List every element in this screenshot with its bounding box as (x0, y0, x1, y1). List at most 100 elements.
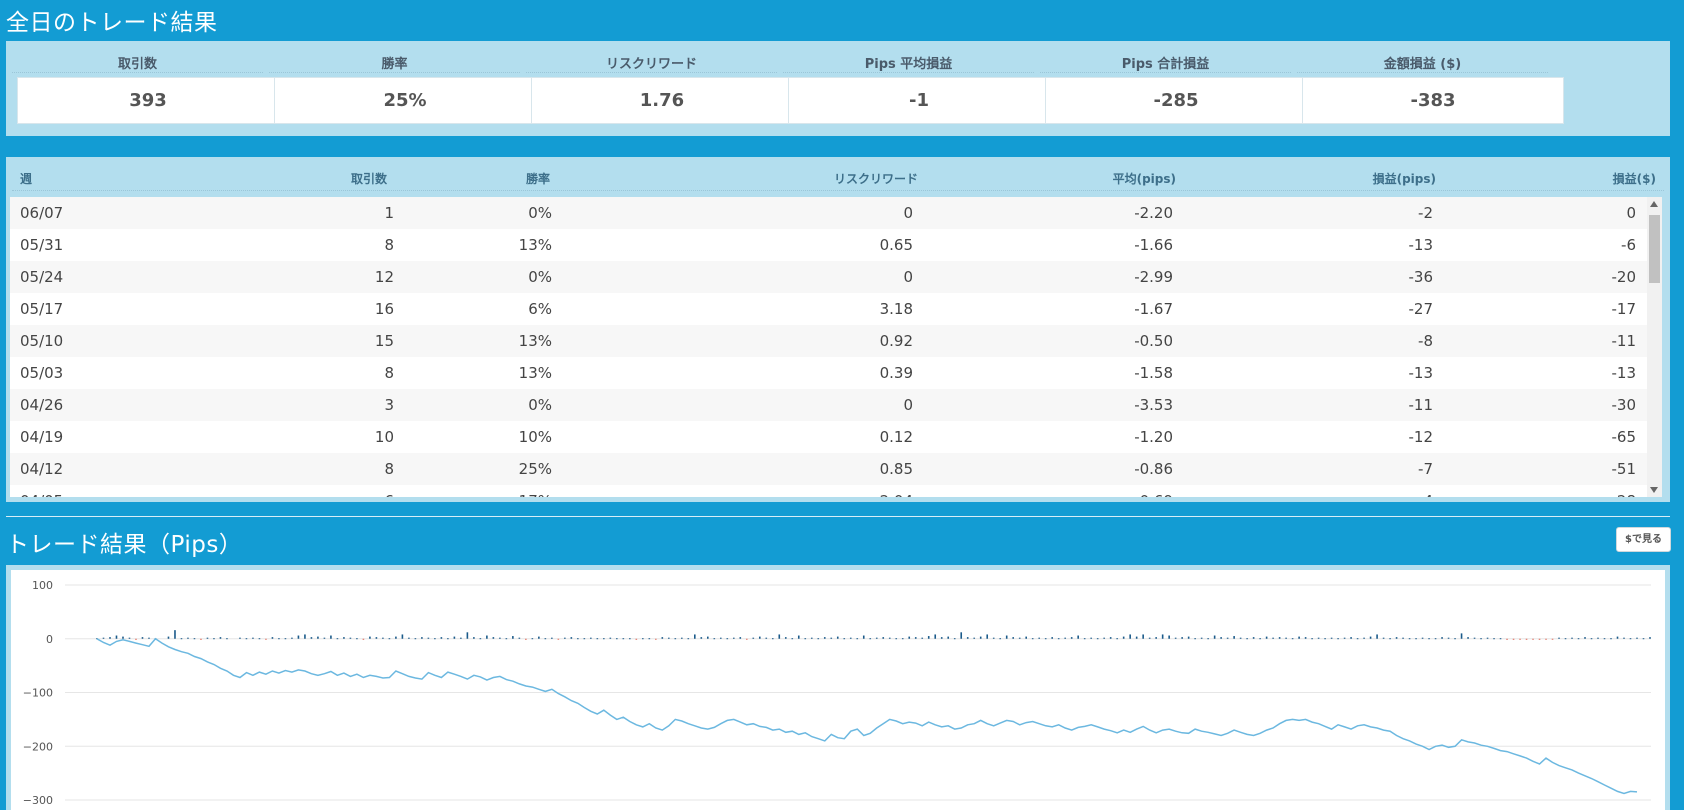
pips-bar (596, 638, 599, 640)
table-cell: 13% (518, 236, 552, 254)
view-in-dollars-button[interactable]: $で見る (1616, 527, 1671, 552)
table-cell: -8 (1418, 332, 1433, 350)
column-header-win-rate[interactable]: 勝率 (525, 172, 550, 186)
table-cell: 15 (374, 332, 394, 350)
pips-bar (1610, 638, 1612, 640)
table-cell: -7 (1418, 460, 1433, 478)
table-cell: -36 (1408, 268, 1434, 286)
pips-bar (577, 638, 579, 640)
pips-bar (1025, 636, 1027, 639)
table-cell: 12 (374, 268, 394, 286)
pips-bar (1597, 637, 1599, 639)
pips-bar (986, 634, 989, 639)
pips-bar (1337, 638, 1339, 640)
table-cell: 0 (903, 396, 913, 414)
pips-bar (486, 635, 488, 639)
pips-bar (141, 637, 144, 639)
pips-bar (291, 637, 293, 639)
pips-bar (388, 638, 391, 640)
pips-bar (492, 637, 495, 639)
pips-bar (180, 638, 183, 640)
pips-bar (616, 638, 618, 640)
table-cell: 0% (528, 268, 552, 286)
pips-bar (447, 638, 449, 640)
table-cell: -13 (1611, 364, 1637, 382)
pips-bar (473, 637, 475, 639)
pips-bar (1389, 638, 1391, 640)
scroll-down-arrow-icon[interactable] (1650, 487, 1658, 493)
pips-bar (901, 638, 904, 640)
pips-bar (895, 638, 898, 640)
pips-bar (1441, 637, 1443, 639)
scrollbar-thumb[interactable] (1649, 215, 1660, 283)
pips-bar (1142, 634, 1144, 639)
column-header-risk-reward[interactable]: リスクリワード (833, 172, 918, 186)
stat-label: 勝率 (381, 57, 408, 72)
pips-bar (1103, 637, 1105, 639)
section-divider (6, 516, 1670, 517)
pips-bar (940, 637, 943, 639)
pips-bar (174, 630, 176, 639)
table-row: 05/17 16 6% 3.18 -1.67 -27 -17 (10, 293, 1647, 325)
y-tick-label: −100 (23, 687, 53, 700)
stat-value: -285 (1045, 77, 1307, 124)
pips-bar (1590, 638, 1593, 640)
pips-bar (791, 638, 794, 640)
table-cell: -0.50 (1134, 332, 1173, 350)
pips-bar (1272, 637, 1274, 639)
pips-bar (856, 638, 859, 640)
pips-bar (1395, 637, 1398, 639)
pips-bar (1194, 638, 1196, 640)
pips-chart-panel: 100 0 −100 −200 −300 (6, 565, 1670, 810)
table-cell: -11 (1408, 396, 1434, 414)
table-cell: 25% (518, 460, 552, 478)
scroll-up-arrow-icon[interactable] (1650, 201, 1658, 207)
pips-bar (1486, 637, 1489, 639)
pips-bar (258, 638, 261, 640)
pips-bar (1116, 638, 1118, 640)
pips-bar (869, 638, 872, 640)
table-cell: 04/12 (20, 460, 64, 478)
stat-label: 取引数 (117, 57, 157, 72)
table-cell: -12 (1408, 428, 1434, 446)
table-cell: -2 (1418, 204, 1433, 222)
table-cell: -1.66 (1134, 236, 1173, 254)
table-cell: 16 (374, 300, 394, 318)
pips-bar (1558, 637, 1560, 639)
pips-bar (1642, 638, 1645, 640)
column-header-trades[interactable]: 取引数 (350, 172, 387, 186)
pips-bar (609, 637, 612, 639)
table-cell: -4 (1418, 492, 1433, 497)
pips-bar (1148, 637, 1151, 639)
column-header-avg-pips[interactable]: 平均(pips) (1112, 172, 1176, 186)
pips-bar (109, 637, 111, 639)
pips-bar (369, 636, 371, 639)
pips-bar (1506, 638, 1508, 640)
pips-bar (960, 632, 963, 639)
pips-bar (726, 638, 729, 640)
pips-bar (1291, 638, 1294, 640)
table-scrollbar[interactable] (1647, 197, 1662, 497)
table-cell: 0% (528, 204, 552, 222)
pips-bar (1447, 637, 1450, 639)
column-header-pl-pips[interactable]: 損益(pips) (1372, 172, 1436, 186)
pips-bar (102, 637, 105, 639)
pips-bar (317, 636, 319, 639)
pips-bar (414, 638, 417, 640)
pips-bar (953, 638, 956, 640)
table-row: 04/12 8 25% 0.85 -0.86 -7 -51 (10, 453, 1647, 485)
pips-bar (382, 637, 384, 639)
table-cell: -2.99 (1134, 268, 1173, 286)
table-body[interactable]: 06/07 1 0% 0 -2.20 -2 0 05/31 8 13% 0.65 -1.66 -13 -6… (10, 197, 1647, 497)
table-cell: 0 (1626, 204, 1636, 222)
y-tick-label: 0 (46, 633, 53, 646)
pips-bar (525, 638, 527, 640)
pips-bar (778, 634, 781, 639)
pips-bar (564, 637, 566, 639)
table-cell: 13% (518, 364, 552, 382)
pips-bar (1278, 637, 1281, 639)
column-header-week[interactable]: 週 (20, 172, 33, 186)
pips-bar (947, 636, 950, 639)
column-header-pl-dollar[interactable]: 損益($) (1612, 172, 1656, 186)
weekly-results-table: 週 取引数 勝率 リスクリワード 平均(pips) 損益(pips) 損益($)… (6, 157, 1670, 502)
